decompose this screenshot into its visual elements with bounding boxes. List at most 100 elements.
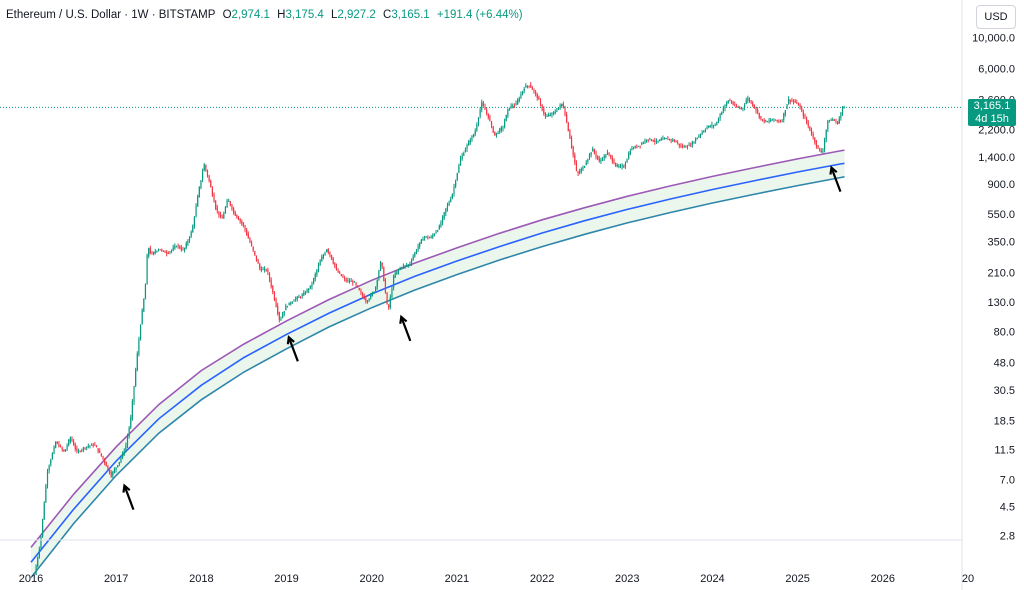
candle-body — [59, 445, 62, 447]
time-axis[interactable]: 2016 2017 2018 2019 2020 2021 2022 2023 2024 2025… — [19, 573, 974, 585]
candle-body — [123, 450, 125, 454]
candle-body — [188, 237, 191, 241]
candle-body — [757, 110, 759, 113]
candle-body — [681, 146, 684, 148]
candle-body — [486, 110, 488, 114]
candle-body — [272, 286, 274, 293]
candle-body — [724, 104, 726, 109]
price-tick-label: 6,000.0 — [978, 63, 1015, 75]
candle-body — [781, 120, 783, 122]
candle-body — [678, 143, 680, 146]
candle-body — [812, 133, 814, 138]
candle-body — [87, 446, 89, 448]
candle-body — [42, 519, 44, 537]
candle-body — [257, 259, 259, 264]
candle-body — [797, 103, 800, 106]
candle-body — [765, 120, 767, 122]
candle-body — [265, 269, 267, 271]
currency-button[interactable]: USD — [976, 5, 1016, 29]
candle-body — [698, 135, 700, 138]
candle-body — [570, 138, 573, 148]
candle-body — [726, 102, 728, 106]
candle-body — [740, 107, 742, 109]
candle-body — [417, 246, 419, 250]
candle-body — [490, 121, 493, 126]
candle-body — [541, 104, 543, 110]
candle-body — [252, 246, 254, 251]
candle-body — [629, 151, 631, 155]
candle-body — [64, 449, 67, 452]
candle-body — [588, 154, 591, 159]
candle-body — [327, 248, 329, 253]
candle-body — [523, 88, 525, 91]
candle-body — [48, 465, 50, 471]
candle-body — [611, 157, 613, 162]
candle-body — [796, 102, 798, 104]
candle-body — [213, 194, 215, 203]
candle-body — [799, 104, 801, 108]
candle-body — [125, 445, 127, 451]
change-value: +191.4 (+6.44%) — [436, 9, 523, 21]
arrow-shaft — [123, 485, 135, 511]
candle-body — [283, 311, 285, 315]
candle-body — [267, 269, 269, 273]
candle-body — [290, 303, 292, 305]
candle-body — [804, 115, 806, 118]
candle-body — [712, 125, 715, 127]
candle-body — [450, 199, 452, 202]
candle-body — [840, 113, 842, 119]
candle-body — [281, 314, 284, 319]
candle-body — [786, 104, 788, 110]
candle-body — [68, 440, 70, 446]
candle-body — [130, 417, 132, 428]
candle-body — [97, 448, 99, 452]
candle-body — [143, 298, 145, 312]
candle-body — [406, 265, 408, 267]
candle-body — [177, 245, 179, 247]
candle-body — [347, 280, 349, 282]
candle-body — [721, 111, 723, 115]
candle-body — [637, 145, 640, 147]
candle-body — [717, 119, 720, 123]
candle-body — [788, 99, 790, 104]
candle-body — [459, 158, 462, 166]
candle-body — [280, 318, 282, 320]
candle-body — [438, 225, 440, 230]
close-value: 3,165.1 — [391, 9, 430, 21]
candle-body — [433, 233, 436, 236]
low-label: L — [331, 9, 338, 21]
candle-body — [184, 247, 186, 251]
price-axis[interactable]: 10,000.06,000.03,600.02,200.01,400.0900.… — [972, 32, 1015, 542]
candle-body — [329, 251, 331, 256]
candle-body — [605, 155, 607, 157]
candle-body — [636, 147, 638, 149]
candle-body — [208, 175, 210, 181]
candle-body — [517, 100, 519, 105]
candle-body — [239, 218, 241, 222]
candle-body — [89, 445, 91, 447]
symbol-name[interactable]: Ethereum / U.S. Dollar · 1W · BITSTAMP — [6, 9, 216, 21]
candle-body — [200, 180, 202, 189]
candle-body — [139, 325, 142, 340]
candle-body — [50, 459, 52, 465]
candle-body — [43, 503, 45, 520]
candle-body — [691, 141, 693, 145]
candle-body — [414, 252, 416, 257]
candle-body — [536, 94, 538, 98]
candle-body — [690, 145, 692, 147]
candle-body — [775, 119, 777, 121]
candle-body — [709, 126, 711, 128]
candle-body — [766, 121, 769, 123]
candle-body — [231, 204, 233, 210]
candle-body — [487, 113, 489, 118]
candle-body — [807, 122, 809, 127]
candle-body — [748, 98, 751, 102]
candle-body — [197, 195, 199, 207]
candle-body — [99, 450, 101, 453]
candle-body — [828, 121, 831, 123]
candle-body — [373, 291, 375, 294]
candle-body — [466, 144, 468, 149]
candle-body — [224, 207, 227, 213]
candle-body — [647, 139, 649, 141]
